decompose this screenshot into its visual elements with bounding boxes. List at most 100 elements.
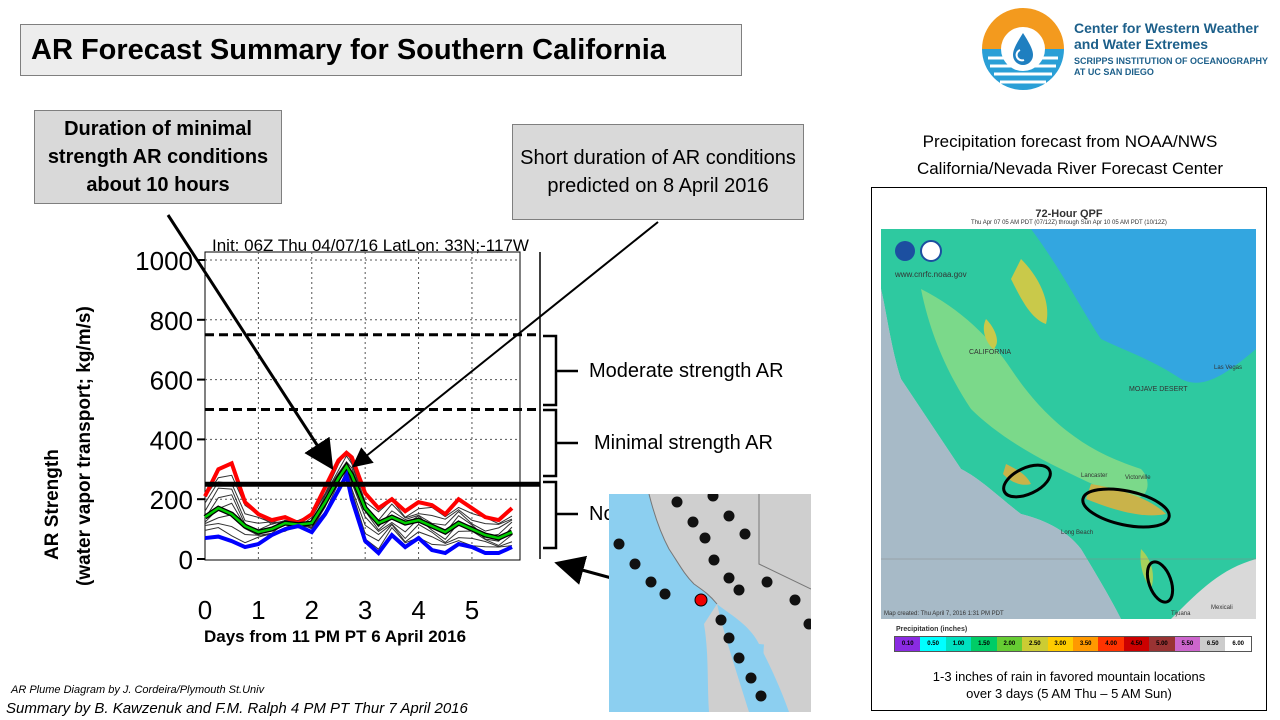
ensemble-member-line [204,461,513,532]
label-moderate-ar: Moderate strength AR [589,360,784,382]
label-minimal-ar: Minimal strength AR [594,432,773,454]
ivt-grid-point [708,554,720,566]
oval-san-gabriel [1081,487,1171,529]
bracket-moderate [543,334,578,407]
ivt-grid-point [715,614,727,626]
label-long-beach: Long Beach [1061,530,1093,536]
callout-short-duration: Short duration of AR conditions predicte… [512,124,804,220]
ivt-grid-point [755,690,767,702]
qpf-site: www.cnrfc.noaa.gov [894,270,967,279]
callout-duration: Duration of minimal strength AR conditio… [34,110,282,204]
ivt-grid-point [739,528,751,540]
qpf-heading-line-2: California/Nevada River Forecast Center [916,159,1224,178]
qpf-legend-swatch: 1.50 [971,637,997,651]
ivt-grid-point [687,516,699,528]
x-tick-label: 4 [411,595,425,625]
qpf-legend-swatch: 5.00 [1149,637,1175,651]
qpf-legend-swatch: 4.50 [1123,637,1150,651]
qpf-caption-line-2: over 3 days (5 AM Thu – 5 AM Sun) [966,686,1172,701]
qpf-legend-swatch: 3.50 [1072,637,1099,651]
qpf-map-created: Map created: Thu April 7, 2016 1:31 PM P… [884,611,1004,617]
arrow-duration [166,214,334,471]
y-tick-label: 400 [150,425,193,455]
water-drop-icon [982,8,1064,90]
x-tick-label: 3 [358,595,372,625]
qpf-map-title: 72-Hour QPF [1035,208,1103,220]
callout-short-text: Short duration of AR conditions predicte… [520,147,796,197]
qpf-legend-swatch: 4.00 [1098,637,1124,651]
qpf-legend-swatch: 1.00 [945,637,972,651]
label-victorville: Victorville [1125,475,1151,481]
qpf-map[interactable]: www.cnrfc.noaa.gov CALIFORNIA MOJAVE DES… [881,229,1256,619]
bracket-not-ar [543,480,578,550]
logo-line-2: and Water Extremes [1074,36,1209,52]
logo-line-4: AT UC SAN DIEGO [1074,67,1154,77]
qpf-legend-swatch: 5.50 [1174,637,1201,651]
location-inset-map[interactable] [609,494,811,712]
qpf-legend-swatch: 2.50 [1022,637,1048,651]
oval-san-diego [1145,560,1175,604]
ivt-grid-point [699,532,711,544]
ivt-grid-point [629,558,641,570]
ivt-grid-point [789,594,801,606]
qpf-legend-swatch: 3.00 [1047,637,1073,651]
logo-line-1: Center for Western Weather [1074,20,1259,36]
credit-plume: AR Plume Diagram by J. Cordeira/Plymouth… [11,684,265,696]
ivt-grid-point [733,652,745,664]
label-california: CALIFORNIA [969,349,1011,356]
credit-summary: Summary by B. Kawzenuk and F.M. Ralph 4 … [6,700,468,717]
ivt-grid-point [707,494,719,502]
qpf-legend-swatch: 6.00 [1225,637,1251,651]
callout-duration-text: Duration of minimal strength AR conditio… [47,118,269,196]
annotation-overlay [166,214,693,602]
x-tick-label: 5 [465,595,479,625]
ivt-grid-point [613,538,625,550]
arrow-short [351,221,659,468]
qpf-heading: Precipitation forecast from NOAA/NWS Cal… [870,128,1270,182]
y-tick-label: 600 [150,366,193,396]
qpf-caption-line-1: 1-3 inches of rain in favored mountain l… [932,669,1206,684]
ivt-grid-point [803,618,811,630]
y-tick-label: 200 [150,485,193,515]
qpf-caption: 1-3 inches of rain in favored mountain l… [872,668,1266,702]
series-max [203,450,514,526]
ivt-grid-point [723,632,735,644]
ivt-grid-point [745,672,757,684]
ivt-grid-point [761,576,773,588]
bracket-minimal [543,408,578,478]
ivt-grid-point [723,572,735,584]
qpf-legend-swatch: 6.50 [1200,637,1226,651]
y-tick-label: 800 [150,306,193,336]
ivt-grid-point [733,584,745,596]
ivt-grid-point [723,510,735,522]
nws-logo-icon [920,240,942,262]
ivt-grid-point [671,496,683,508]
oval-santa-barbara [1002,463,1052,499]
y-tick-label: 1000 [135,246,193,276]
x-axis-label: Days from 11 PM PT 6 April 2016 [204,627,467,646]
x-tick-label: 0 [198,595,212,625]
x-tick-label: 2 [305,595,319,625]
qpf-legend: 0.10 0.50 1.00 1.50 2.00 2.50 3.00 3.50 4.00 4.50… [894,636,1252,652]
label-lancaster: Lancaster [1081,473,1107,479]
series-min [204,469,513,556]
ensemble-member-line [204,465,513,547]
y-tick-label: 0 [179,545,193,575]
label-mexicali: Mexicali [1211,605,1233,611]
logo-line-3: SCRIPPS INSTITUTION OF OCEANOGRAPHY [1074,56,1269,66]
ivt-grid-point [645,576,657,588]
ar-plume-chart: 0 200 400 600 800 1000 0 1 2 3 4 5 [135,246,541,625]
qpf-map-panel: 72-Hour QPF Thu Apr 07 05 AM PDT (07/12Z… [871,187,1267,711]
qpf-legend-title: Precipitation (inches) [896,626,968,633]
plot-frame [204,251,521,561]
qpf-map-subtitle: Thu Apr 07 05 AM PDT (07/12Z) through Su… [971,220,1167,226]
x-tick-label: 1 [251,595,265,625]
slide-title: AR Forecast Summary for Southern Califor… [20,24,742,76]
qpf-heading-line-1: Precipitation forecast from NOAA/NWS [922,132,1218,151]
series-mean [204,463,513,540]
forecast-location-marker[interactable] [694,593,708,607]
ivt-grid-point [659,588,671,600]
qpf-legend-swatch: 0.10 [895,637,921,651]
label-las-vegas: Las Vegas [1214,365,1242,371]
cw3e-logo: Center for Western Weather and Water Ext… [980,6,1270,92]
